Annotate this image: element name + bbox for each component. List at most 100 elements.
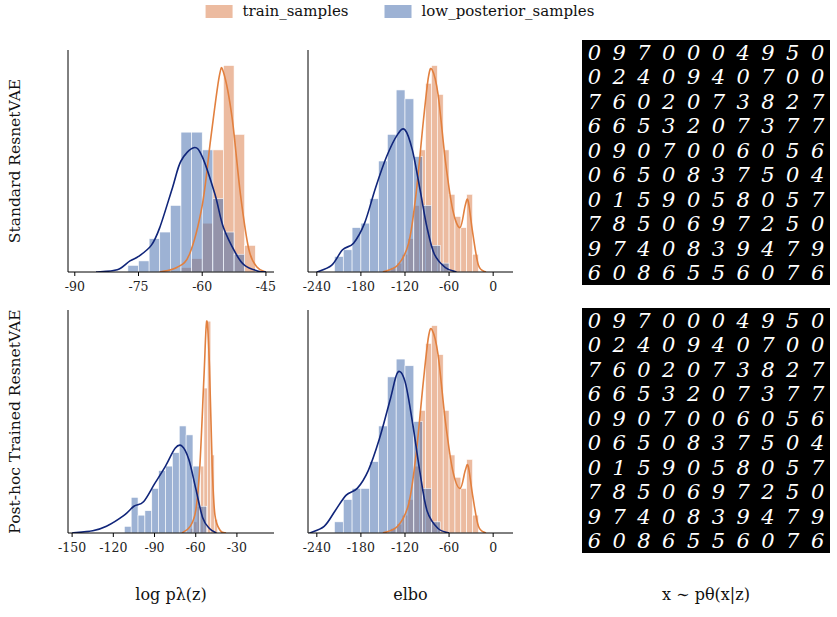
histogram-bar [152,488,159,533]
sample-digit: 5 [786,407,799,431]
sample-digit: 6 [811,261,824,285]
sample-digit: 2 [760,212,774,236]
sample-digit: 0 [811,41,824,65]
plot-area [309,326,485,533]
sample-digit: 5 [712,261,725,285]
sample-digit: 2 [785,358,799,382]
sample-digit: 7 [811,90,825,114]
sample-digit: 9 [811,237,824,261]
x-tick [265,272,266,276]
sample-digit: 5 [712,529,725,553]
sample-digit: 9 [712,480,725,504]
sample-digit: 6 [588,261,601,285]
sample-digit: 0 [637,358,650,382]
sample-digit: 4 [736,41,750,65]
sample-digit: 3 [662,114,675,138]
sample-digit: 0 [687,407,700,431]
sample-digit: 9 [588,237,601,261]
sample-digit: 0 [588,65,601,89]
sample-digit: 0 [637,407,650,431]
sample-digit: 0 [761,261,774,285]
sample-digit: 3 [761,114,774,138]
image-caption: x ∼ pθ(x|z) [662,585,750,604]
sample-digit: 6 [613,382,626,406]
sample-digit: 4 [760,237,774,261]
sample-digit: 7 [588,358,602,382]
legend: train_sampleslow_posterior_samples [206,2,595,20]
sample-digit: 6 [811,529,824,553]
sample-digit: 4 [736,309,750,333]
histogram-bar [370,199,379,272]
sample-digit: 7 [737,382,751,406]
sample-digit: 3 [712,163,725,187]
sample-digit: 7 [712,90,726,114]
sample-digit: 0 [588,431,601,455]
sample-digit: 0 [588,456,601,480]
sample-digit: 9 [588,505,601,529]
y-axis-line [308,310,309,533]
sample-digit: 9 [613,309,626,333]
x-tick-label: -120 [99,540,127,555]
kde-line [309,371,449,533]
sample-digit: 0 [588,139,601,163]
sample-digit: 0 [811,65,824,89]
sample-digit: 6 [662,529,675,553]
sample-digit: 6 [588,529,601,553]
histogram-bar [396,90,405,272]
sample-digit: 0 [687,139,700,163]
sample-digit: 0 [761,407,774,431]
x-tick [360,533,361,537]
histogram-bar [431,66,437,272]
sample-digit: 5 [637,456,650,480]
sample-digit: 7 [637,309,651,333]
sample-digit: 9 [737,237,750,261]
sample-digit: 9 [662,188,675,212]
sample-digit: 4 [711,333,725,357]
x-tick [316,272,317,276]
sample-digit: 6 [811,407,824,431]
sample-digit: 5 [637,431,650,455]
sample-digit: 8 [613,480,626,504]
sample-digit: 5 [687,529,700,553]
sample-digit: 0 [811,309,824,333]
sample-digit: 8 [687,163,700,187]
x-tick [72,533,73,537]
plot-area [96,66,266,272]
sample-digit: 6 [613,90,626,114]
sample-digit: 0 [687,41,700,65]
sample-digit: 6 [737,139,750,163]
sample-digit: 2 [612,65,626,89]
x-tick-label: -45 [256,279,276,294]
sample-digit: 1 [613,188,626,212]
sample-digit: 0 [761,188,774,212]
sample-digit: 6 [613,431,626,455]
sample-digit: 8 [761,90,774,114]
x-tick [316,533,317,537]
x-tick-label: -90 [144,540,164,555]
sample-digit: 9 [737,505,750,529]
sample-digit: 0 [737,333,750,357]
sample-digit: 0 [712,114,725,138]
sample-digit: 0 [687,456,700,480]
x-tick [493,272,494,276]
sample-digit: 6 [588,382,601,406]
sample-digit: 0 [588,309,601,333]
sample-digit: 0 [662,333,675,357]
sample-digit: 7 [786,505,800,529]
sample-digit: 3 [737,358,750,382]
x-tick-label: -60 [439,279,459,294]
x-axis-line [68,272,274,273]
sample-digit: 7 [737,114,751,138]
sample-digit: 8 [637,529,650,553]
sample-digit: 7 [737,163,751,187]
sample-digit: 0 [786,65,799,89]
sample-digit: 0 [613,261,626,285]
sample-digit: 6 [613,358,626,382]
sample-digit: 2 [661,90,675,114]
x-axis-title: elbo [393,585,427,604]
legend-swatch [206,5,233,18]
sample-digit: 5 [712,188,725,212]
histogram-bar [379,161,388,272]
sample-digit: 2 [686,114,700,138]
x-tick-label: -240 [303,540,331,555]
